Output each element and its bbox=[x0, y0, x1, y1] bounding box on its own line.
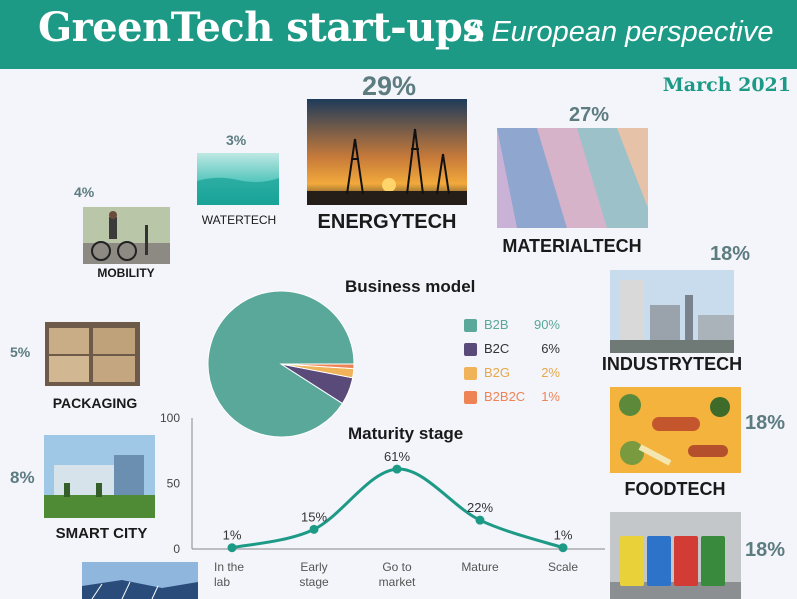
legend-item-b2c: B2C 6% bbox=[464, 340, 584, 364]
mobility-label: MOBILITY bbox=[97, 266, 155, 280]
industrytech-label: INDUSTRYTECH bbox=[601, 354, 743, 374]
materialtech-label: MATERIALTECH bbox=[502, 236, 642, 256]
legend-item-b2g: B2G 2% bbox=[464, 364, 584, 388]
legend-value: 1% bbox=[541, 389, 560, 404]
watertech-photo bbox=[197, 153, 279, 205]
packaging-percent: 5% bbox=[10, 344, 31, 360]
y-tick-label: 100 bbox=[160, 411, 180, 425]
x-tick-label: Go to market bbox=[379, 560, 416, 589]
data-label: 1% bbox=[554, 528, 573, 543]
legend-swatch bbox=[464, 367, 477, 380]
data-point bbox=[475, 515, 485, 525]
page-title: GreenTech start-ups bbox=[38, 4, 485, 51]
data-point bbox=[558, 543, 568, 553]
materialtech-photo bbox=[497, 128, 648, 228]
report-date: March 2021 bbox=[662, 74, 791, 96]
data-label: 1% bbox=[223, 528, 242, 543]
waste-percent: 18% bbox=[745, 539, 786, 561]
materialtech-percent: 27% bbox=[569, 104, 610, 126]
pie-slice-b2b2c bbox=[280, 363, 355, 370]
legend-label: B2G bbox=[484, 365, 511, 380]
business-model-pie-chart bbox=[207, 290, 355, 438]
pie-chart-title: Business model bbox=[345, 277, 476, 296]
data-point bbox=[309, 524, 319, 534]
packaging-label: PACKAGING bbox=[52, 395, 138, 411]
legend-value: 6% bbox=[541, 341, 560, 356]
legend-label: B2B2C bbox=[484, 389, 526, 404]
foodtech-percent: 18% bbox=[745, 412, 786, 434]
mobility-photo bbox=[83, 207, 170, 264]
legend-label: B2C bbox=[484, 341, 510, 356]
maturity-series-line bbox=[231, 467, 564, 550]
packaging-photo bbox=[45, 322, 140, 386]
legend-item-b2b2c: B2B2C 1% bbox=[464, 388, 584, 412]
legend-swatch bbox=[464, 319, 477, 332]
foodtech-photo bbox=[610, 387, 741, 473]
x-tick-label: Scale bbox=[548, 560, 578, 574]
data-label: 61% bbox=[384, 449, 410, 464]
legend-item-b2b: B2B 90% bbox=[464, 316, 584, 340]
page-subtitle: A European perspective bbox=[465, 16, 774, 48]
legend-value: 90% bbox=[533, 317, 560, 332]
solar-photo bbox=[82, 562, 198, 599]
x-tick-label: Early stage bbox=[299, 560, 329, 589]
energytech-percent: 29% bbox=[362, 71, 417, 101]
x-tick-label: In the lab bbox=[214, 560, 244, 589]
legend-value: 2% bbox=[541, 365, 560, 380]
energytech-label: ENERGYTECH bbox=[317, 211, 457, 233]
line-chart-title: Maturity stage bbox=[348, 424, 464, 443]
waste-bins-photo bbox=[610, 512, 741, 599]
industrytech-photo bbox=[610, 270, 734, 353]
legend-swatch bbox=[464, 343, 477, 356]
mobility-percent: 4% bbox=[74, 184, 95, 200]
watertech-label: WATERTECH bbox=[201, 213, 277, 227]
legend-swatch bbox=[464, 391, 477, 404]
header-banner: GreenTech start-ups A European perspecti… bbox=[0, 0, 797, 69]
y-tick-label: 0 bbox=[173, 542, 180, 556]
industrytech-percent: 18% bbox=[710, 243, 751, 265]
watertech-percent: 3% bbox=[226, 132, 247, 148]
maturity-line-chart: 0 50 100 1% In the lab 15% Early stage 61% Go to ma… bbox=[160, 411, 605, 589]
energytech-photo bbox=[307, 99, 467, 205]
data-label: 22% bbox=[467, 500, 493, 515]
foodtech-label: FOODTECH bbox=[624, 479, 726, 499]
y-tick-label: 50 bbox=[167, 477, 181, 491]
smartcity-photo bbox=[44, 435, 155, 518]
data-point bbox=[227, 543, 237, 553]
data-point bbox=[392, 464, 402, 474]
smartcity-label: SMART CITY bbox=[55, 525, 148, 542]
data-label: 15% bbox=[301, 509, 327, 524]
legend-label: B2B bbox=[484, 317, 509, 332]
smartcity-percent: 8% bbox=[10, 468, 35, 487]
pie-legend: B2B 90% B2C 6% B2G 2% B2B2C 1% bbox=[464, 316, 584, 412]
x-tick-label: Mature bbox=[461, 560, 499, 574]
